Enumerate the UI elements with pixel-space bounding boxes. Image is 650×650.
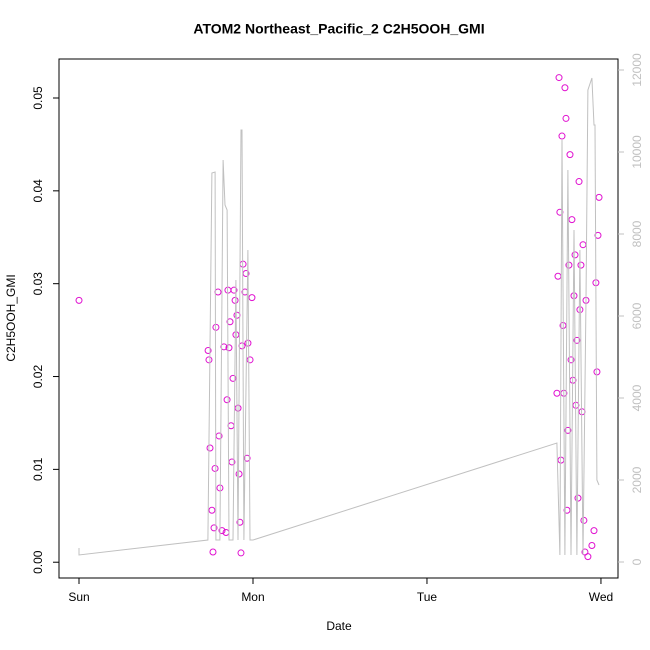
- y2-tick-label: 2000: [630, 466, 644, 493]
- x-tick-label: Tue: [417, 590, 438, 604]
- point: [573, 336, 581, 344]
- y2-tick-label: 4000: [630, 384, 644, 411]
- x-tick-label: Sun: [68, 590, 89, 604]
- point: [244, 339, 252, 347]
- point: [220, 343, 228, 351]
- y2-tick-label: 10000: [630, 135, 644, 169]
- point: [595, 193, 603, 201]
- point: [584, 553, 592, 561]
- point: [243, 454, 251, 462]
- point: [553, 389, 561, 397]
- point: [234, 404, 242, 412]
- point: [225, 344, 233, 352]
- point: [568, 216, 576, 224]
- point: [563, 506, 571, 514]
- y-tick-label: 0.04: [31, 179, 45, 203]
- point: [571, 251, 579, 259]
- point: [577, 261, 585, 269]
- point: [593, 368, 601, 376]
- point: [218, 527, 226, 535]
- point: [567, 356, 575, 364]
- point: [248, 294, 256, 302]
- point: [594, 231, 602, 239]
- point: [237, 549, 245, 557]
- point: [223, 396, 231, 404]
- point: [564, 426, 572, 434]
- y-tick-label: 0.05: [31, 86, 45, 110]
- x-axis-label: Date: [326, 619, 352, 633]
- point: [214, 288, 222, 296]
- point: [208, 506, 216, 514]
- plot-frame: [58, 58, 619, 579]
- x-tick-label: Mon: [241, 590, 264, 604]
- point: [570, 292, 578, 300]
- point: [206, 444, 214, 452]
- point: [562, 114, 570, 122]
- point: [205, 356, 213, 364]
- point: [588, 542, 596, 550]
- point: [235, 470, 243, 478]
- point: [557, 456, 565, 464]
- point: [229, 374, 237, 382]
- point: [561, 84, 569, 92]
- point: [566, 151, 574, 159]
- y-axis-label: C2H5OOH_GMI: [4, 274, 18, 361]
- point: [226, 318, 234, 326]
- y2-tick-label: 0: [630, 558, 644, 565]
- point: [210, 524, 218, 532]
- y-tick-label: 0.02: [31, 365, 45, 389]
- point: [230, 286, 238, 294]
- y-tick-label: 0.03: [31, 272, 45, 296]
- point: [227, 422, 235, 430]
- point: [575, 178, 583, 186]
- point: [558, 132, 566, 140]
- y2-tick-label: 6000: [630, 302, 644, 329]
- x-tick-label: Wed: [589, 590, 613, 604]
- point: [555, 74, 563, 82]
- point: [590, 527, 598, 535]
- point: [75, 296, 83, 304]
- point: [576, 306, 584, 314]
- point: [204, 347, 212, 355]
- point: [236, 518, 244, 526]
- point: [233, 311, 241, 319]
- point: [211, 464, 219, 472]
- point: [579, 241, 587, 249]
- y-tick-label: 0.01: [31, 457, 45, 481]
- point: [231, 296, 239, 304]
- y2-tick-label: 8000: [630, 220, 644, 247]
- chart-title: ATOM2 Northeast_Pacific_2 C2H5OOH_GMI: [193, 21, 484, 37]
- point: [246, 356, 254, 364]
- point: [209, 548, 217, 556]
- y-tick-label: 0.00: [31, 550, 45, 574]
- point: [554, 272, 562, 280]
- y2-tick-label: 12000: [630, 53, 644, 87]
- line: [78, 77, 600, 556]
